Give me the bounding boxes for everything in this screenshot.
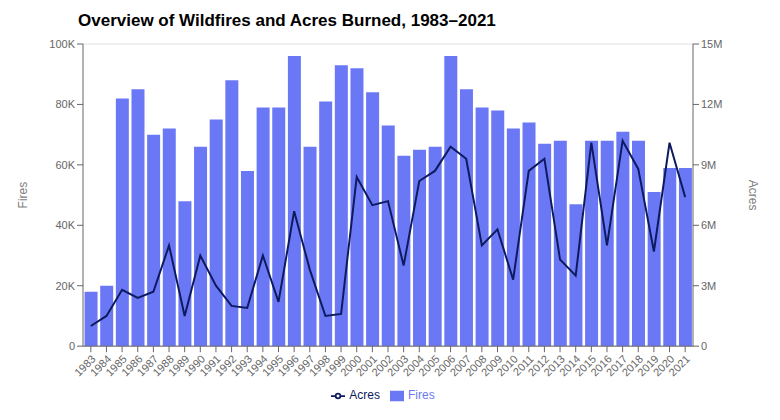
svg-text:2004: 2004 bbox=[400, 352, 427, 379]
svg-text:15M: 15M bbox=[701, 38, 722, 50]
svg-text:6M: 6M bbox=[701, 219, 716, 231]
html-text:Overview of Wildfires and Acre: Overview of Wildfires and Acres Burned, … bbox=[78, 11, 496, 30]
svg-text:1986: 1986 bbox=[118, 352, 145, 379]
svg-text:2016: 2016 bbox=[588, 352, 614, 379]
svg-text:2007: 2007 bbox=[447, 352, 474, 379]
svg-text:0: 0 bbox=[701, 340, 707, 352]
svg-text:Fires: Fires bbox=[16, 182, 30, 209]
html-text:Fires: Fires bbox=[408, 388, 435, 403]
svg-text:2000: 2000 bbox=[337, 352, 364, 379]
svg-text:Acres: Acres bbox=[746, 180, 760, 211]
svg-text:1994: 1994 bbox=[244, 352, 270, 379]
svg-text:1984: 1984 bbox=[87, 352, 114, 379]
svg-text:2003: 2003 bbox=[384, 352, 411, 379]
svg-text:1995: 1995 bbox=[259, 352, 286, 379]
svg-text:1996: 1996 bbox=[275, 352, 302, 379]
svg-text:80K: 80K bbox=[55, 98, 75, 110]
svg-text:1985: 1985 bbox=[103, 352, 129, 379]
svg-text:1999: 1999 bbox=[322, 352, 348, 379]
svg-text:1993: 1993 bbox=[228, 352, 255, 379]
svg-text:1990: 1990 bbox=[181, 352, 208, 379]
svg-text:9M: 9M bbox=[701, 159, 716, 171]
svg-text:1992: 1992 bbox=[212, 352, 239, 379]
svg-text:1987: 1987 bbox=[134, 352, 161, 379]
svg-text:3M: 3M bbox=[701, 280, 716, 292]
svg-text:12M: 12M bbox=[701, 98, 722, 110]
svg-text:2012: 2012 bbox=[525, 352, 552, 379]
svg-text:2001: 2001 bbox=[353, 352, 380, 379]
svg-text:60K: 60K bbox=[55, 159, 75, 171]
svg-text:1991: 1991 bbox=[197, 352, 223, 379]
svg-text:20K: 20K bbox=[55, 280, 75, 292]
svg-text:1998: 1998 bbox=[306, 352, 333, 379]
svg-text:2006: 2006 bbox=[431, 352, 458, 379]
svg-text:2017: 2017 bbox=[603, 352, 630, 379]
svg-text:2011: 2011 bbox=[510, 352, 536, 378]
html-text:Acres: Acres bbox=[349, 388, 380, 403]
svg-text:2018: 2018 bbox=[619, 352, 646, 379]
svg-text:2019: 2019 bbox=[635, 352, 661, 379]
svg-text:2005: 2005 bbox=[416, 352, 442, 379]
svg-text:1989: 1989 bbox=[165, 352, 192, 379]
svg-text:40K: 40K bbox=[55, 219, 75, 231]
svg-text:0: 0 bbox=[69, 340, 75, 352]
svg-text:2009: 2009 bbox=[478, 352, 505, 379]
svg-text:100K: 100K bbox=[49, 38, 75, 50]
svg-text:1997: 1997 bbox=[290, 352, 317, 379]
svg-text:2010: 2010 bbox=[494, 352, 521, 379]
svg-text:2013: 2013 bbox=[541, 352, 567, 379]
svg-text:2002: 2002 bbox=[369, 352, 395, 379]
svg-text:1983: 1983 bbox=[72, 352, 98, 379]
svg-text:2021: 2021 bbox=[666, 353, 692, 379]
svg-text:2020: 2020 bbox=[650, 352, 677, 379]
svg-text:1988: 1988 bbox=[150, 352, 176, 379]
svg-text:2008: 2008 bbox=[463, 352, 489, 379]
svg-text:2014: 2014 bbox=[556, 352, 583, 379]
svg-text:2015: 2015 bbox=[572, 352, 599, 379]
